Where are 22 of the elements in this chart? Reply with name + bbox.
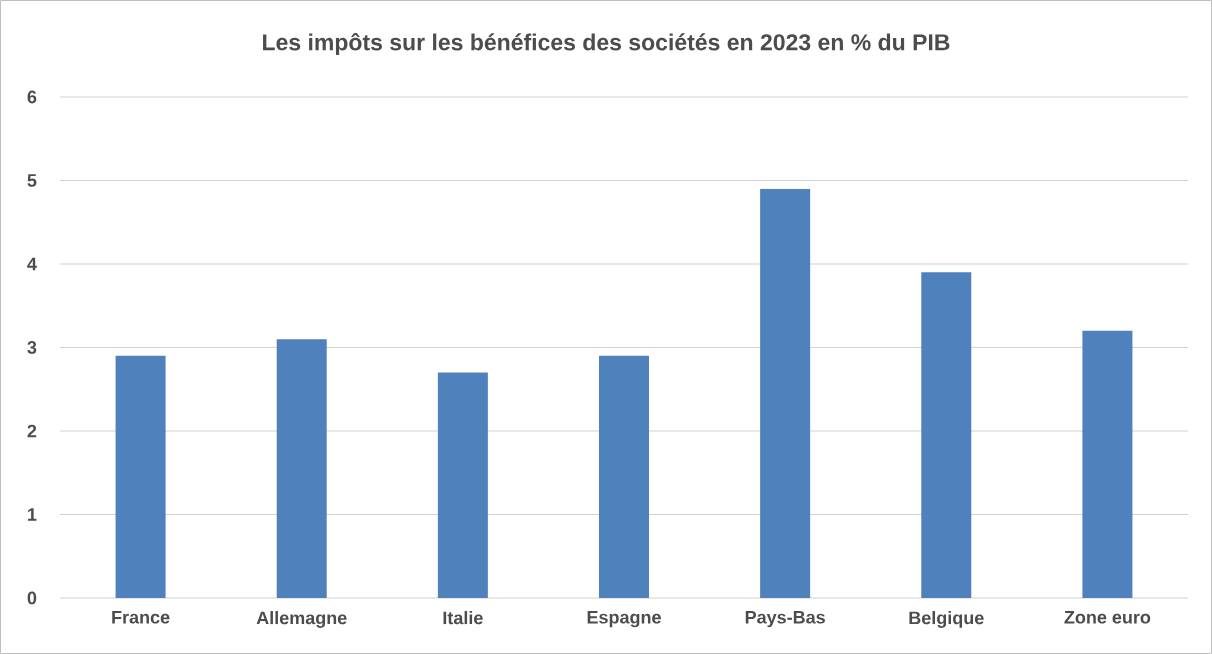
bar <box>599 355 649 598</box>
bar <box>437 372 488 598</box>
x-tick-label: Belgique <box>909 611 984 628</box>
bar <box>276 339 327 598</box>
y-tick-label: 5 <box>27 174 37 187</box>
x-tick-label: Zone euro <box>1064 611 1151 624</box>
bar <box>921 272 972 598</box>
x-tick-label: Pays-Bas <box>745 611 825 628</box>
x-tick-label: France <box>112 611 170 624</box>
y-tick-label: 1 <box>28 508 37 521</box>
y-tick-label: 3 <box>27 341 37 354</box>
bar <box>115 355 166 598</box>
x-tick-label: Allemagne <box>256 611 347 628</box>
y-tick-label: 6 <box>27 90 37 104</box>
bar <box>1082 330 1133 598</box>
x-tick-label: Espagne <box>587 611 661 628</box>
y-tick-label: 2 <box>27 424 37 438</box>
y-tick-label: 0 <box>27 591 37 605</box>
chart-title: Les impôts sur les bénéfices des sociétés en 2023 en % du PIB <box>263 33 950 55</box>
x-tick-label: Italie <box>443 611 483 625</box>
bar <box>760 188 811 598</box>
y-tick-label: 4 <box>27 257 37 271</box>
